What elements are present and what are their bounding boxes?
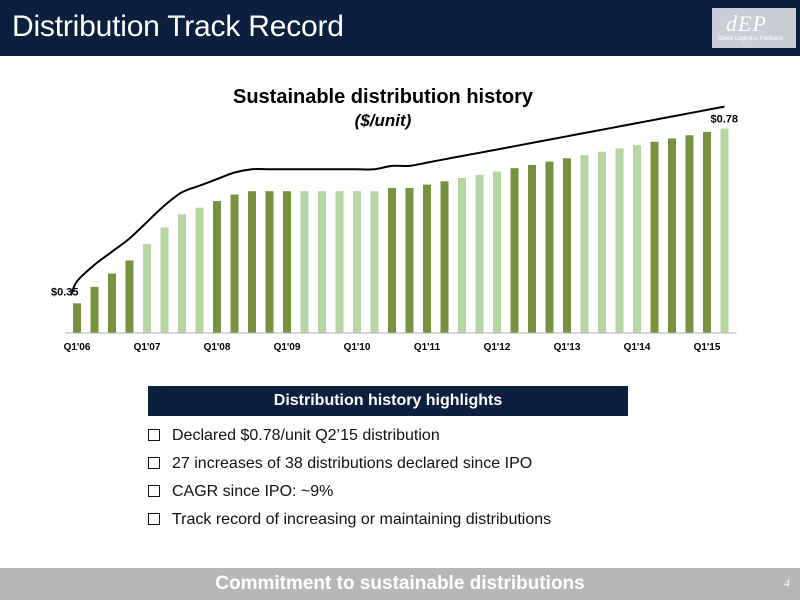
chart-subtitle: ($/unit) bbox=[355, 111, 412, 130]
checkbox-icon bbox=[148, 513, 160, 525]
bar bbox=[458, 178, 466, 333]
x-tick-label: Q1'12 bbox=[484, 342, 511, 353]
bar bbox=[353, 191, 361, 333]
title-bar: Distribution Track Record dEP Delek Logi… bbox=[0, 0, 800, 56]
bar bbox=[283, 191, 291, 333]
x-tick-label: Q1'11 bbox=[414, 342, 441, 353]
bar bbox=[668, 138, 676, 333]
bar bbox=[160, 227, 169, 333]
highlights-list: Declared $0.78/unit Q2’15 distribution 2… bbox=[148, 422, 628, 534]
list-item: Declared $0.78/unit Q2’15 distribution bbox=[148, 422, 628, 450]
x-tick-label: Q1'07 bbox=[134, 342, 161, 353]
bar bbox=[475, 174, 484, 334]
footer-bar: Commitment to sustainable distributions … bbox=[0, 568, 800, 600]
list-item-text: CAGR since IPO: ~9% bbox=[172, 483, 334, 500]
bar bbox=[213, 201, 221, 333]
bar bbox=[633, 145, 641, 333]
bar bbox=[580, 155, 589, 333]
bar bbox=[143, 244, 151, 333]
bar bbox=[230, 194, 239, 333]
bar bbox=[195, 207, 204, 333]
bar bbox=[493, 171, 501, 333]
bar bbox=[685, 135, 694, 333]
highlights-header: Distribution history highlights bbox=[148, 386, 628, 416]
bar bbox=[563, 158, 571, 333]
trend-curve bbox=[70, 105, 725, 296]
x-tick-label: Q1'06 bbox=[64, 342, 91, 353]
chart-title: Sustainable distribution history bbox=[233, 86, 534, 108]
bar bbox=[125, 260, 134, 333]
bar bbox=[440, 181, 449, 333]
list-item-text: Track record of increasing or maintainin… bbox=[172, 511, 552, 528]
bar bbox=[510, 168, 519, 333]
bar bbox=[650, 141, 659, 333]
company-logo: dEP Delek Logistics Partners bbox=[712, 8, 796, 48]
bar bbox=[300, 191, 309, 333]
bar bbox=[720, 128, 729, 333]
list-item-text: Declared $0.78/unit Q2’15 distribution bbox=[172, 427, 440, 444]
bar bbox=[423, 184, 431, 333]
bar bbox=[405, 187, 414, 333]
bar bbox=[73, 303, 81, 333]
bar bbox=[598, 151, 606, 333]
checkbox-icon bbox=[148, 429, 160, 441]
bar bbox=[90, 286, 99, 333]
bar bbox=[370, 191, 379, 333]
logo-tagline: Delek Logistics Partners bbox=[718, 36, 783, 42]
page-title: Distribution Track Record bbox=[12, 10, 344, 43]
bar bbox=[528, 164, 536, 333]
bar bbox=[388, 187, 396, 333]
bar bbox=[108, 273, 116, 333]
list-item: Track record of increasing or maintainin… bbox=[148, 506, 628, 534]
list-item: CAGR since IPO: ~9% bbox=[148, 478, 628, 506]
bar bbox=[335, 191, 344, 333]
bar bbox=[615, 148, 624, 333]
bar bbox=[265, 191, 274, 333]
distribution-chart: Sustainable distribution history ($/unit… bbox=[51, 86, 739, 353]
checkbox-icon bbox=[148, 485, 160, 497]
page-number: 4 bbox=[784, 576, 790, 590]
bar-group bbox=[73, 128, 729, 334]
x-tick-label: Q1'10 bbox=[344, 342, 371, 353]
bar bbox=[703, 131, 711, 333]
list-item-text: 27 increases of 38 distributions declare… bbox=[172, 455, 533, 472]
checkbox-icon bbox=[148, 457, 160, 469]
footer-tagline: Commitment to sustainable distributions bbox=[215, 573, 585, 594]
list-item: 27 increases of 38 distributions declare… bbox=[148, 450, 628, 478]
bar bbox=[545, 161, 554, 333]
x-tick-label: Q1'13 bbox=[554, 342, 581, 353]
x-axis-ticks: Q1'06 Q1'07 Q1'08 Q1'09 Q1'10 Q1'11 Q1'12 Q1'13… bbox=[64, 342, 721, 353]
x-tick-label: Q1'14 bbox=[624, 342, 651, 353]
x-tick-label: Q1'08 bbox=[204, 342, 231, 353]
start-value-label: $0.35 bbox=[51, 286, 79, 298]
bar bbox=[178, 214, 186, 333]
end-value-label: $0.78 bbox=[711, 114, 739, 126]
logo-mark: dEP bbox=[726, 11, 767, 36]
bar bbox=[318, 191, 326, 333]
x-tick-label: Q1'09 bbox=[274, 342, 301, 353]
highlights-panel: Distribution history highlights Declared… bbox=[148, 386, 628, 534]
bar bbox=[248, 191, 256, 333]
x-tick-label: Q1'15 bbox=[694, 342, 721, 353]
